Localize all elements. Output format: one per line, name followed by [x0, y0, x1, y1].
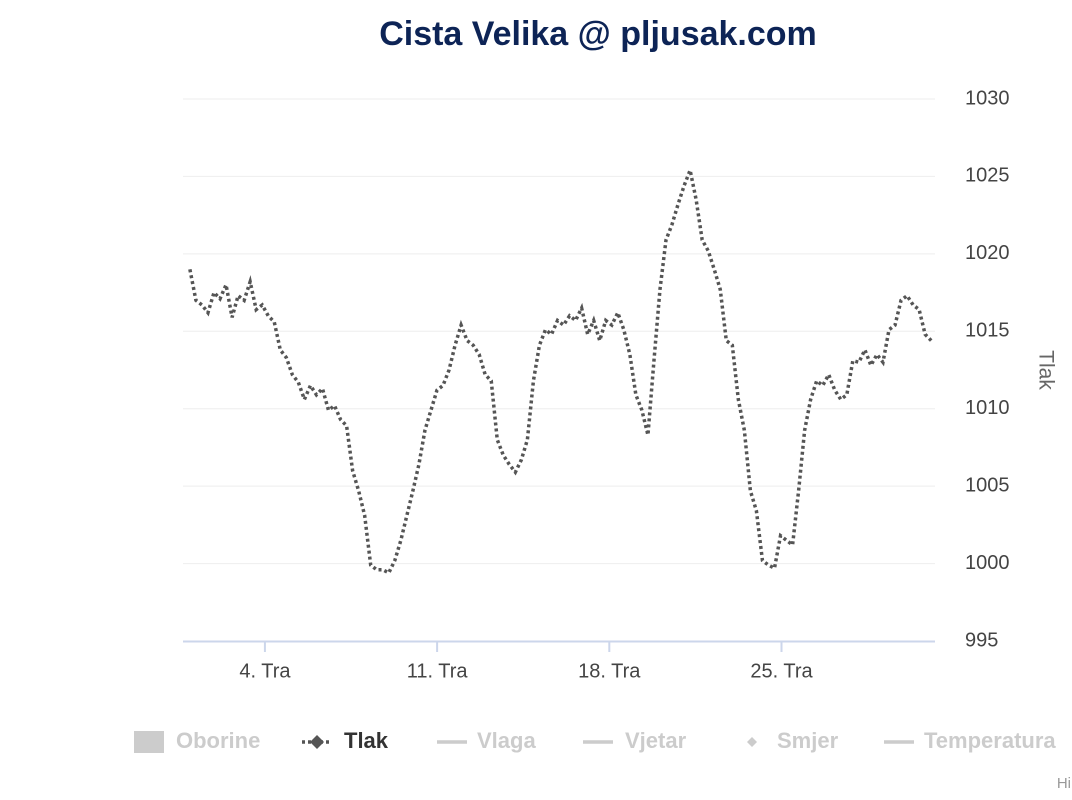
y-tick-label: 1030 [965, 87, 1010, 109]
x-tick-label: 4. Tra [239, 660, 291, 682]
y-tick-label: 1010 [965, 397, 1010, 419]
legend-label[interactable]: Vlaga [477, 728, 536, 753]
legend-label[interactable]: Smjer [777, 728, 839, 753]
y-tick-label: 1000 [965, 552, 1010, 574]
credit: Hi [1057, 775, 1071, 792]
y-tick-label: 995 [965, 629, 998, 651]
chart-title: Cista Velika @ pljusak.com [379, 15, 817, 53]
y-tick-label: 1020 [965, 242, 1010, 264]
legend-label[interactable]: Tlak [344, 728, 389, 753]
legend-label[interactable]: Temperatura [924, 728, 1056, 753]
legend-label[interactable]: Vjetar [625, 728, 687, 753]
legend-symbol [747, 737, 757, 747]
x-tick-label: 11. Tra [407, 660, 469, 682]
y-axis-title: Tlak [1034, 350, 1057, 390]
y-tick-label: 1005 [965, 474, 1010, 496]
legend-symbol [310, 735, 324, 749]
x-tick-label: 25. Tra [750, 660, 813, 682]
y-tick-label: 1015 [965, 320, 1010, 342]
data-line [188, 164, 933, 576]
legend-label[interactable]: Oborine [176, 728, 260, 753]
y-tick-label: 1025 [965, 165, 1010, 187]
legend-symbol [134, 731, 164, 753]
x-tick-label: 18. Tra [578, 660, 641, 682]
